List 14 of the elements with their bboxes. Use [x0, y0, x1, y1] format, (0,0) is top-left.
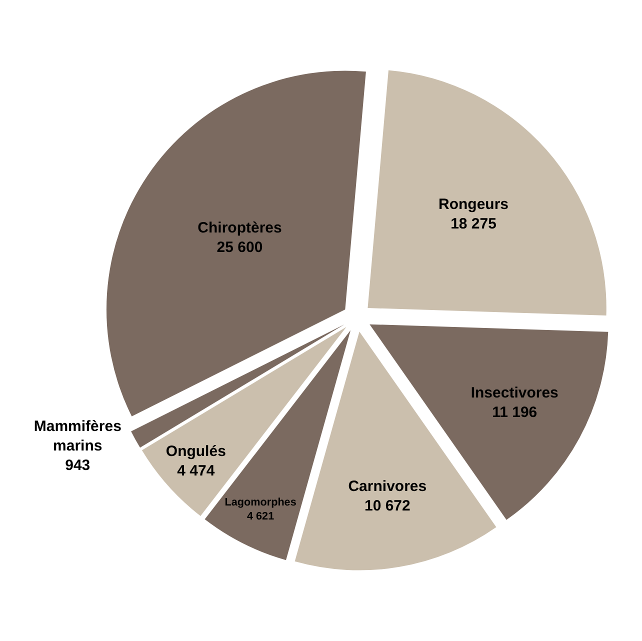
data-label: 943 [65, 457, 90, 474]
data-label: 4 474 [177, 462, 216, 480]
slice-label: Carnivores [348, 478, 427, 496]
slice-label: Lagomorphes [224, 496, 296, 509]
slice-label: Mammifères marins [34, 418, 122, 455]
slice-label: Rongeurs [438, 196, 509, 213]
data-label: 4 621 [247, 510, 274, 523]
slice-label: Chiroptères [198, 220, 282, 237]
data-label: 18 275 [450, 215, 496, 232]
slice-label: Ongulés [166, 442, 226, 460]
slice-label: Insectivores [470, 384, 558, 402]
data-label: 10 672 [364, 498, 410, 515]
data-label: 11 196 [492, 404, 538, 422]
data-label: 25 600 [216, 239, 263, 256]
